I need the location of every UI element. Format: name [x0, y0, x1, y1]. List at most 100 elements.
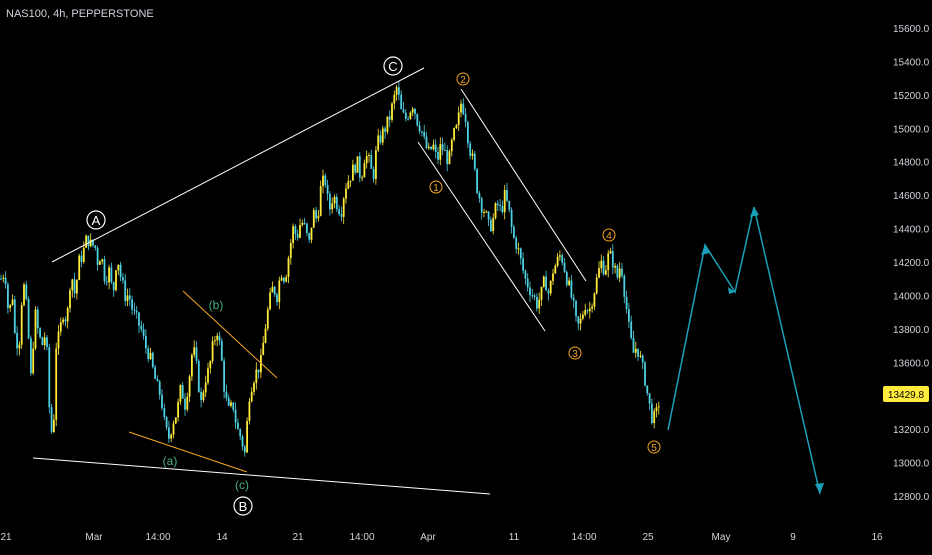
candle-body: [253, 383, 255, 392]
candle-body: [607, 253, 610, 271]
symbol-title[interactable]: NAS100, 4h, PEPPERSTONE: [6, 8, 154, 20]
price-tick-label: 14200.0: [893, 258, 930, 269]
candle-body: [53, 419, 55, 432]
candle-body: [455, 125, 458, 129]
channel-b-line[interactable]: [182, 290, 278, 379]
projection-arrowhead-3: [750, 207, 759, 217]
candle-body: [25, 284, 28, 299]
candle-body: [301, 222, 304, 225]
wave-label-B[interactable]: B: [233, 496, 253, 516]
candle-body: [319, 186, 322, 216]
candle-body: [0, 278, 2, 280]
wave-label-3[interactable]: 3: [568, 346, 582, 360]
time-tick-label: Apr: [420, 532, 436, 543]
candle-body: [80, 255, 83, 262]
candle-body: [151, 352, 154, 368]
candle-body: [225, 391, 228, 398]
upper-trendline[interactable]: [51, 67, 425, 263]
candle-body: [108, 267, 110, 283]
candle-body: [490, 219, 492, 232]
candle-body: [430, 146, 432, 150]
candle-body: [59, 322, 62, 332]
candle-body: [64, 319, 67, 322]
candle-body: [480, 198, 483, 213]
wave-label-A[interactable]: A: [86, 210, 106, 230]
candle-body: [174, 417, 177, 424]
candle-body: [432, 144, 435, 150]
candle-body: [368, 154, 370, 156]
candle-body: [582, 314, 584, 319]
candle-body: [105, 281, 108, 283]
time-tick-label: 9: [790, 532, 796, 543]
candle-body: [605, 270, 607, 275]
candle-body: [257, 369, 260, 373]
candle-body: [227, 397, 230, 406]
candle-body: [202, 392, 205, 401]
candle-body: [508, 200, 511, 210]
candle-body: [250, 391, 253, 402]
price-axis: 15600.0 15400.0 15200.0 15000.0 14800.0 14600…: [893, 24, 930, 503]
candle-body: [377, 135, 380, 151]
candle-body: [204, 382, 207, 393]
candle-body: [375, 150, 377, 179]
lower-trendline[interactable]: [32, 457, 491, 495]
candle-body: [473, 153, 476, 170]
candle-body: [393, 94, 396, 104]
candle-body: [531, 295, 534, 297]
candle-body: [283, 277, 285, 282]
wave-label-4[interactable]: 4: [602, 228, 616, 242]
candle-body: [124, 280, 127, 302]
candle-body: [621, 268, 623, 276]
wave-label-b[interactable]: (b): [209, 298, 224, 312]
candle-body: [628, 309, 630, 322]
wave-label-1[interactable]: 1: [429, 180, 443, 194]
candle-body: [216, 335, 219, 341]
candle-body: [561, 255, 564, 263]
candle-body: [421, 131, 423, 133]
wave-label-a[interactable]: (a): [163, 454, 178, 468]
channel-ac-line[interactable]: [128, 431, 248, 473]
candle-body: [402, 109, 405, 113]
candle-body: [27, 298, 30, 339]
candle-body: [370, 154, 373, 169]
candle-body: [388, 116, 391, 120]
time-tick-label: 14:00: [571, 532, 596, 543]
candle-body: [545, 276, 547, 291]
svg-text:B: B: [239, 499, 248, 514]
wave-label-C[interactable]: C: [383, 56, 403, 76]
candle-body: [149, 352, 152, 360]
candle-body: [112, 282, 115, 291]
channel-lower-line[interactable]: [417, 141, 546, 332]
candle-body: [524, 270, 527, 279]
candle-body: [324, 175, 327, 186]
candle-body: [140, 325, 143, 330]
candle-body: [310, 227, 313, 240]
svg-text:13429.8: 13429.8: [888, 390, 925, 401]
wave-label-5[interactable]: 5: [647, 440, 661, 454]
candle-body: [223, 360, 225, 392]
candle-body: [623, 275, 626, 297]
time-tick-label: 16: [871, 532, 883, 543]
candle-body: [434, 144, 437, 152]
candle-body: [292, 226, 294, 243]
candle-body: [446, 150, 449, 165]
candle-body: [651, 403, 653, 424]
candle-body: [209, 361, 212, 369]
candle-body: [154, 367, 156, 380]
candle-body: [172, 423, 175, 435]
candle-body: [381, 128, 384, 143]
candle-body: [340, 214, 343, 217]
candle-body: [20, 305, 23, 345]
last-price-marker[interactable]: 13429.8: [883, 386, 929, 402]
candle-body: [347, 181, 350, 189]
candle-body: [460, 103, 462, 113]
candle-body: [218, 335, 221, 341]
wave-label-c[interactable]: (c): [235, 478, 249, 492]
wave-label-2[interactable]: 2: [456, 72, 470, 86]
channel-upper-line[interactable]: [460, 88, 587, 282]
candle-body: [135, 310, 138, 313]
candle-body: [306, 223, 308, 234]
candle-body: [513, 226, 515, 238]
